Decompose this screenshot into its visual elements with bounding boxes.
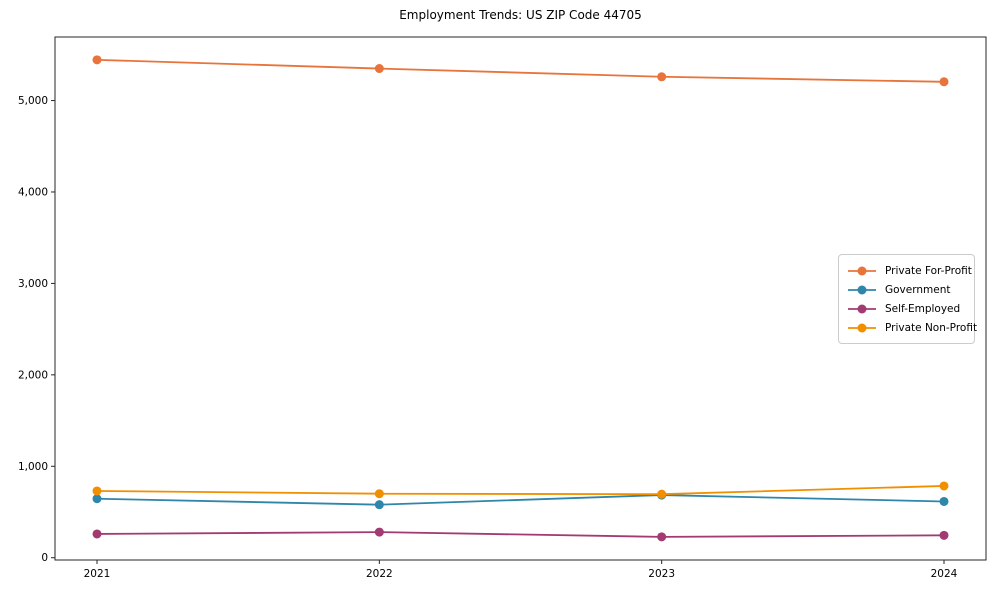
data-point-marker-private-for-profit [939, 77, 949, 87]
data-point-marker-private-non-profit [657, 489, 667, 499]
series-line-private-non-profit [96, 485, 945, 496]
legend-item-self-employed: Self-Employed [847, 299, 966, 318]
data-point-marker-private-for-profit [374, 64, 384, 74]
y-axis-tick-label: 2,000 [18, 369, 48, 381]
legend-label: Self-Employed [885, 302, 961, 315]
legend-label: Private For-Profit [885, 264, 972, 277]
series-line-government [96, 494, 945, 506]
series-line-self-employed [96, 531, 945, 538]
y-axis-tick-label: 1,000 [18, 461, 48, 473]
legend-item-government: Government [847, 280, 966, 299]
data-point-marker-private-for-profit [657, 72, 667, 82]
y-axis-tick-label: 3,000 [18, 278, 48, 290]
x-axis-tick-label: 2021 [84, 568, 111, 580]
data-point-marker-private-non-profit [374, 489, 384, 499]
x-axis-tick-label: 2022 [366, 568, 393, 580]
data-point-marker-private-for-profit [92, 55, 102, 65]
x-axis-tick-label: 2023 [648, 568, 675, 580]
plot-area [54, 36, 987, 561]
x-axis-tick-label: 2024 [931, 568, 958, 580]
legend-swatch-icon [848, 285, 876, 294]
chart-title: Employment Trends: US ZIP Code 44705 [399, 8, 642, 22]
data-point-marker-self-employed [657, 532, 667, 542]
data-point-marker-self-employed [374, 527, 384, 537]
legend-item-private-for-profit: Private For-Profit [847, 261, 972, 280]
legend-swatch-icon [848, 304, 876, 313]
data-point-marker-government [939, 496, 949, 506]
y-axis-tick-label: 5,000 [18, 95, 48, 107]
y-axis-tick-label: 4,000 [18, 186, 48, 198]
data-point-marker-private-non-profit [92, 486, 102, 496]
y-axis-tick-label: 0 [41, 552, 48, 564]
legend-label: Government [885, 283, 951, 296]
data-point-marker-private-non-profit [939, 481, 949, 491]
data-point-marker-government [374, 500, 384, 510]
legend-item-private-non-profit: Private Non-Profit [847, 318, 977, 337]
legend-swatch-icon [848, 323, 876, 332]
data-point-marker-self-employed [939, 530, 949, 540]
data-point-marker-self-employed [92, 529, 102, 539]
legend: Private For-Profit Government Self-Employe… [838, 254, 977, 344]
series-line-private-for-profit [96, 58, 945, 83]
legend-swatch-icon [848, 266, 876, 275]
data-point-marker-government [92, 494, 102, 504]
legend-label: Private Non-Profit [885, 321, 978, 334]
